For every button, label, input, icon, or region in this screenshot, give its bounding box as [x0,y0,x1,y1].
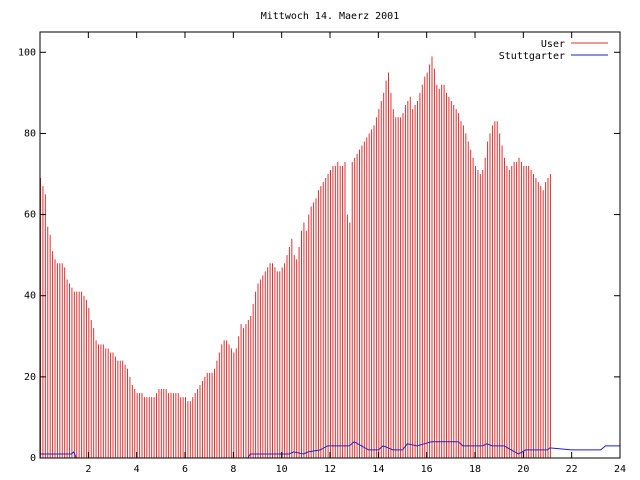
legend: User Stuttgarter [499,39,608,62]
x-tick-label: 14 [372,464,384,475]
x-tick-label: 2 [85,464,91,475]
x-tick-label: 10 [276,464,288,475]
x-tick-label: 18 [469,464,481,475]
x-tick-label: 4 [134,464,140,475]
x-tick-label: 20 [517,464,529,475]
x-tick-label: 12 [324,464,336,475]
x-tick-label: 22 [566,464,578,475]
y-tick-label: 60 [24,210,36,221]
x-tick-label: 24 [614,464,626,475]
legend-label-user: User [541,39,565,50]
x-tick-label: 6 [182,464,188,475]
chart-title: Mittwoch 14. Maerz 2001 [261,11,399,22]
y-tick-label: 0 [30,453,36,464]
y-tick-label: 40 [24,291,36,302]
x-tick-label: 16 [421,464,433,475]
stuttgarter-series-line [40,441,620,459]
y-tick-label: 100 [18,47,36,58]
y-tick-label: 20 [24,372,36,383]
x-tick-label: 8 [230,464,236,475]
y-tick-label: 80 [24,128,36,139]
user-series [40,56,551,458]
legend-label-stuttgarter: Stuttgarter [499,51,565,62]
